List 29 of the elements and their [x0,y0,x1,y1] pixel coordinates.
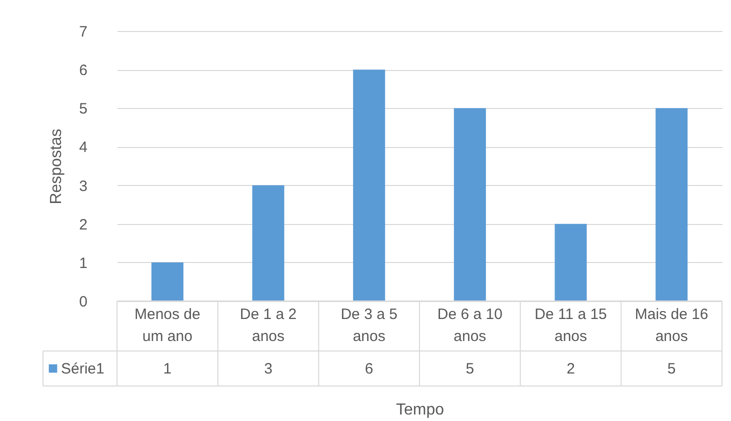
data-label: 3 [264,360,272,378]
y-tick-label: 1 [79,254,88,272]
y-tick-label: 6 [79,62,88,80]
bar [454,108,486,301]
x-tick-label: De 6 a 10 anos [437,306,502,345]
y-tick-label: 2 [79,216,88,234]
x-tick-label: De 1 a 2 anos [240,306,297,345]
data-label: 5 [466,360,474,378]
bar [252,185,284,301]
data-label: 6 [364,360,374,378]
bar [151,262,184,301]
data-label: 1 [163,360,172,378]
y-axis-title: Respostas [48,128,66,204]
bar [353,70,386,301]
x-tick-label: Mais de 16 anos [634,306,708,345]
y-tick-label: 0 [79,294,88,310]
x-tick-label: Menos de um ano [134,306,200,345]
x-axis-title: Tempo [396,402,444,418]
legend-label: Série1 [61,360,104,378]
x-tick-label: De 3 a 5 anos [340,306,398,345]
y-tick-label: 7 [79,24,88,40]
y-tick-label: 4 [79,139,88,156]
x-tick-label: De 11 a 15 anos [534,306,607,345]
data-label: 5 [667,360,676,378]
y-tick-label: 5 [79,100,88,118]
bar [554,224,587,301]
data-label: 2 [566,360,575,378]
bar [656,108,688,301]
y-tick-label: 3 [79,178,88,195]
